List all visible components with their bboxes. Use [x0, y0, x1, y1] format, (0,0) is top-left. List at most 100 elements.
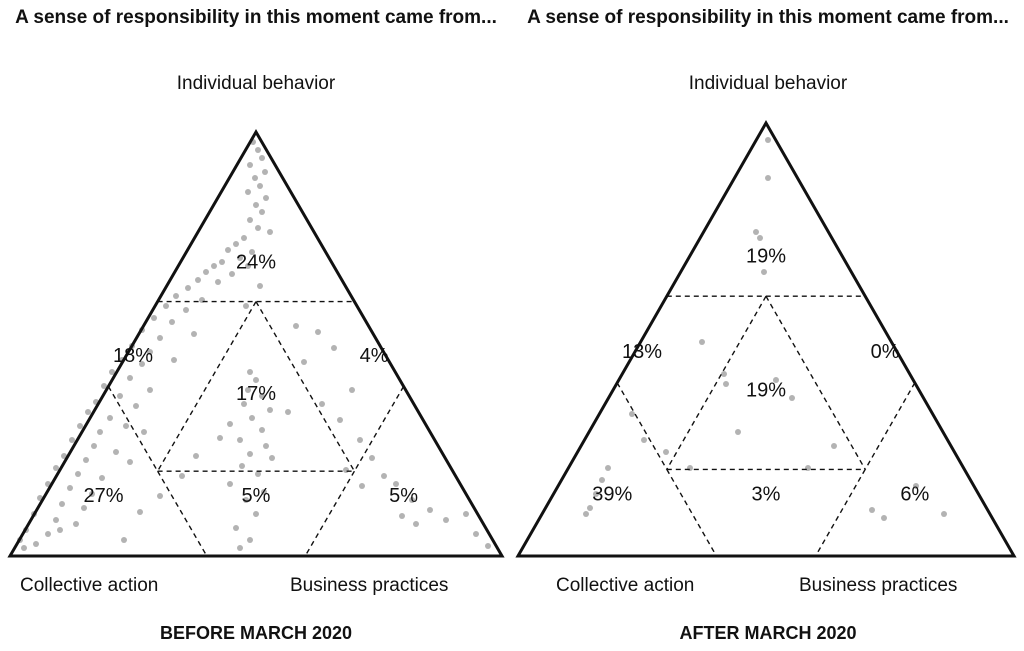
region-percentage-collective: 27% [83, 485, 123, 507]
scatter-point [157, 493, 163, 499]
scatter-point [255, 147, 261, 153]
scatter-point [259, 155, 265, 161]
boundary-line [255, 301, 356, 472]
scatter-point [805, 465, 811, 471]
scatter-point [941, 511, 947, 517]
region-percentage-center: 17% [236, 383, 276, 405]
region-percentage-individual-collective: 13% [622, 341, 662, 363]
scatter-point [101, 383, 107, 389]
scatter-point [399, 513, 405, 519]
scatter-point [113, 449, 119, 455]
scatter-point [427, 507, 433, 513]
boundary-line [353, 386, 405, 472]
scatter-point [195, 277, 201, 283]
region-percentage-business: 5% [389, 485, 418, 507]
scatter-point [173, 293, 179, 299]
region-percentage-individual: 24% [236, 252, 276, 274]
scatter-point [89, 491, 95, 497]
vertex-label-left: Collective action [20, 575, 159, 596]
scatter-point [269, 455, 275, 461]
chart-title: A sense of responsibility in this moment… [527, 7, 1009, 28]
scatter-point [881, 515, 887, 521]
boundary-line [304, 470, 356, 557]
scatter-point [33, 541, 39, 547]
scatter-point [247, 369, 253, 375]
scatter-point [243, 497, 249, 503]
scatter-point [357, 437, 363, 443]
scatter-point [53, 465, 59, 471]
scatter-point [123, 423, 129, 429]
scatter-point [227, 421, 233, 427]
scatter-point [169, 319, 175, 325]
scatter-point [245, 387, 251, 393]
scatter-point [83, 457, 89, 463]
region-percentage-individual: 19% [746, 246, 786, 268]
scatter-point [59, 501, 65, 507]
scatter-point [255, 471, 261, 477]
ternary-panel-after: A sense of responsibility in this moment… [512, 0, 1024, 651]
scatter-point [473, 531, 479, 537]
scatter-point [255, 225, 261, 231]
scatter-point [761, 269, 767, 275]
scatter-point [315, 329, 321, 335]
scatter-point [133, 403, 139, 409]
scatter-point [107, 415, 113, 421]
scatter-point [243, 303, 249, 309]
scatter-point [599, 477, 605, 483]
scatter-point [587, 505, 593, 511]
region-percentage-center: 19% [746, 380, 786, 402]
scatter-point [359, 483, 365, 489]
scatter-point [99, 475, 105, 481]
scatter-point [253, 202, 259, 208]
scatter-point [215, 279, 221, 285]
region-percentage-individual-collective: 18% [113, 345, 153, 367]
scatter-point [381, 473, 387, 479]
scatter-point [179, 473, 185, 479]
scatter-point [247, 217, 253, 223]
scatter-point [191, 331, 197, 337]
scatter-point [257, 283, 263, 289]
scatter-point [343, 467, 349, 473]
scatter-point [869, 507, 875, 513]
boundary-line [666, 469, 718, 557]
scatter-point [699, 339, 705, 345]
scatter-point [211, 263, 217, 269]
boundary-line [156, 301, 257, 472]
scatter-point [393, 481, 399, 487]
scatter-point [241, 235, 247, 241]
scatter-point [735, 429, 741, 435]
scatter-point [109, 369, 115, 375]
scatter-point [127, 375, 133, 381]
scatter-point [237, 545, 243, 551]
scatter-point [219, 259, 225, 265]
scatter-point [409, 497, 415, 503]
scatter-point [773, 377, 779, 383]
scatter-point [91, 443, 97, 449]
scatter-point [141, 429, 147, 435]
scatter-point [241, 401, 247, 407]
scatter-point [185, 285, 191, 291]
scatter-point [641, 437, 647, 443]
scatter-points [17, 139, 491, 551]
boundary-line [107, 386, 159, 472]
boundary-line [765, 295, 866, 470]
scatter-point [217, 435, 223, 441]
triangle-frame [7, 129, 505, 558]
scatter-point [233, 525, 239, 531]
scatter-point [721, 371, 727, 377]
ternary-plot: 24% 18% 4% 17% 27% 5% 5% [7, 129, 505, 558]
boundary-line [666, 295, 767, 470]
scatter-point [331, 345, 337, 351]
region-percentage-collective-business: 5% [242, 485, 271, 507]
scatter-point [249, 415, 255, 421]
scatter-point [151, 315, 157, 321]
scatter-point [485, 543, 491, 549]
scatter-point [237, 437, 243, 443]
scatter-point [85, 409, 91, 415]
scatter-point [183, 307, 189, 313]
scatter-point [593, 491, 599, 497]
scatter-point [259, 209, 265, 215]
chart-title: A sense of responsibility in this moment… [15, 7, 497, 28]
scatter-point [831, 443, 837, 449]
scatter-point [765, 137, 771, 143]
